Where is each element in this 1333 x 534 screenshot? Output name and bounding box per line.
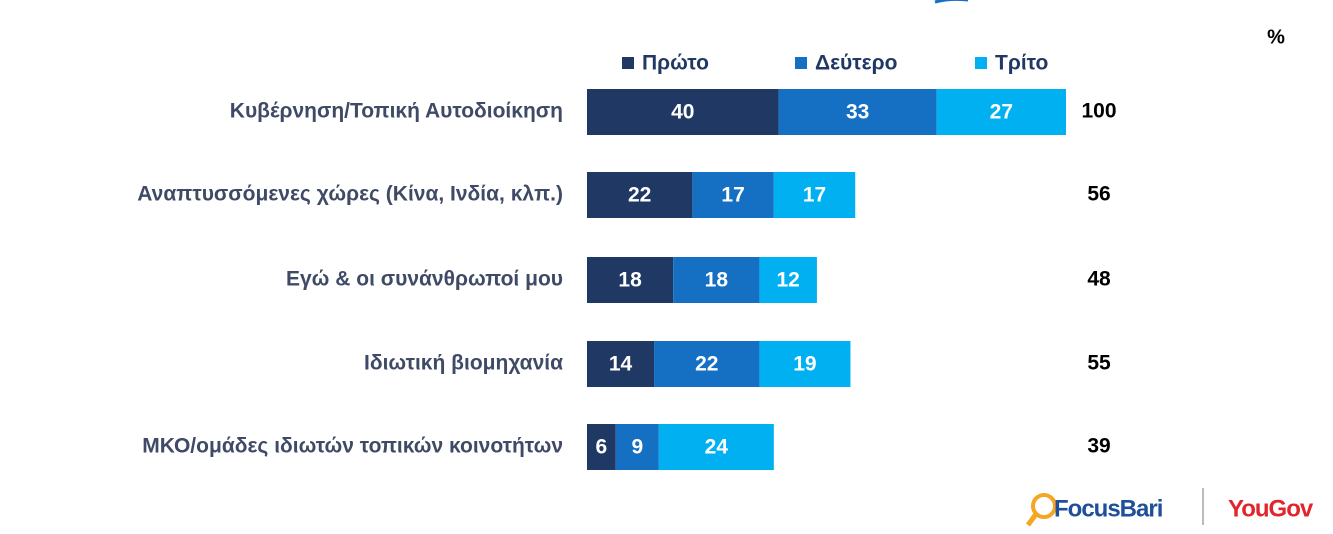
value-label: 22	[628, 184, 651, 207]
unit-label: %	[1267, 26, 1285, 48]
value-label: 17	[803, 184, 826, 207]
logo-yougov: YouGov	[1228, 495, 1314, 522]
legend-swatch	[975, 57, 987, 69]
category-label: ΜΚΟ/ομάδες ιδιωτών τοπικών κοινοτήτων	[142, 435, 563, 458]
value-label: 22	[695, 353, 718, 376]
total-label: 48	[1087, 268, 1111, 291]
bar-segment	[587, 341, 655, 387]
logo-focusbari: FocusBari	[1054, 495, 1162, 522]
bar-segment	[773, 172, 856, 218]
bar-segment	[587, 89, 779, 135]
logo-icon	[1025, 512, 1039, 527]
legend-label: Δεύτερο	[815, 52, 897, 75]
value-label: 6	[596, 436, 608, 459]
bar-segment	[658, 424, 774, 470]
total-label: 56	[1087, 183, 1110, 206]
bar-segment	[936, 89, 1066, 135]
bar-segment	[654, 341, 760, 387]
value-label: 33	[846, 101, 869, 124]
value-label: 18	[618, 269, 642, 292]
decoration	[934, 0, 968, 4]
bar-segment	[615, 424, 659, 470]
bar-segment	[759, 257, 817, 303]
value-label: 27	[990, 101, 1013, 124]
value-label: 40	[671, 101, 694, 124]
bar-segment	[778, 89, 937, 135]
value-label: 18	[705, 269, 729, 292]
value-label: 9	[631, 436, 643, 459]
bar-segment	[673, 257, 760, 303]
legend-label: Τρίτο	[995, 52, 1048, 75]
value-label: 17	[721, 184, 744, 207]
category-label: Ιδιωτική βιομηχανία	[364, 352, 563, 375]
category-label: Αναπτυσσόμενες χώρες (Κίνα, Ινδία, κλπ.)	[137, 183, 563, 206]
total-label: 39	[1087, 435, 1110, 458]
category-label: Κυβέρνηση/Τοπική Αυτοδιοίκηση	[230, 100, 563, 123]
legend-label: Πρώτο	[642, 52, 709, 75]
value-label: 12	[777, 269, 800, 292]
category-label: Εγώ & οι συνάνθρωποί μου	[286, 268, 563, 291]
value-label: 19	[793, 353, 816, 376]
value-label: 24	[705, 436, 729, 459]
bar-segment	[692, 172, 774, 218]
bar-segment	[587, 424, 616, 470]
total-label: 100	[1081, 100, 1116, 123]
bar-segment	[587, 172, 693, 218]
bar-segment	[587, 257, 674, 303]
logo-icon	[1031, 493, 1057, 519]
logos: FocusBari YouGov	[1025, 488, 1315, 527]
value-label: 14	[609, 353, 633, 376]
bar-segment	[759, 341, 851, 387]
legend-swatch	[622, 57, 634, 69]
legend-swatch	[795, 57, 807, 69]
total-label: 55	[1087, 352, 1111, 375]
